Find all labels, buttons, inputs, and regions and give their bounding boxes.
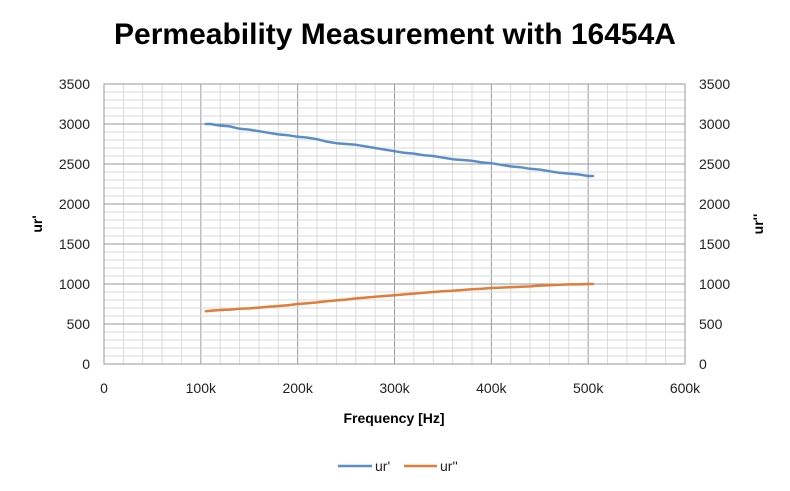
y-tick-label-right: 0 <box>699 356 707 372</box>
x-tick-label: 500k <box>573 380 604 396</box>
y-tick-label-left: 2500 <box>59 156 90 172</box>
plot-area-border <box>103 83 686 365</box>
y-tick-label-right: 1500 <box>699 236 730 252</box>
y-tick-label-right: 3000 <box>699 116 730 132</box>
tick-labels: 0 100k 200k 300k 400k 500k 600k 0 500 1000 1500 200… <box>59 76 731 396</box>
y-tick-label-left: 3500 <box>59 76 90 92</box>
series-line-ur-double-prime <box>204 282 595 313</box>
legend: ur' ur'' <box>338 458 458 474</box>
y-axis-title-left: ur' <box>29 215 45 232</box>
y-tick-label-left: 2000 <box>59 196 90 212</box>
y-tick-label-right: 3500 <box>699 76 730 92</box>
x-tick-label: 200k <box>282 380 313 396</box>
x-tick-label: 300k <box>379 380 410 396</box>
x-tick-label: 600k <box>670 380 701 396</box>
y-tick-label-right: 500 <box>699 316 723 332</box>
y-tick-label-right: 2500 <box>699 156 730 172</box>
y-tick-label-left: 3000 <box>59 116 90 132</box>
x-tick-label: 100k <box>186 380 217 396</box>
y-tick-label-left: 1000 <box>59 276 90 292</box>
x-tick-label: 0 <box>100 380 108 396</box>
y-tick-label-right: 2000 <box>699 196 730 212</box>
y-tick-label-left: 1500 <box>59 236 90 252</box>
y-tick-label-right: 1000 <box>699 276 730 292</box>
series-lines <box>204 122 595 313</box>
y-tick-label-left: 0 <box>82 356 90 372</box>
x-axis-title: Frequency [Hz] <box>343 410 444 426</box>
legend-label-ur-prime: ur' <box>375 458 390 474</box>
legend-label-ur-double-prime: ur'' <box>440 458 458 474</box>
y-tick-label-left: 500 <box>67 316 91 332</box>
y-axis-title-right: ur'' <box>750 214 766 235</box>
grid-lines <box>103 83 686 365</box>
x-tick-label: 400k <box>476 380 507 396</box>
chart-title: Permeability Measurement with 16454A <box>114 18 676 51</box>
series-line-ur-prime <box>204 122 595 178</box>
